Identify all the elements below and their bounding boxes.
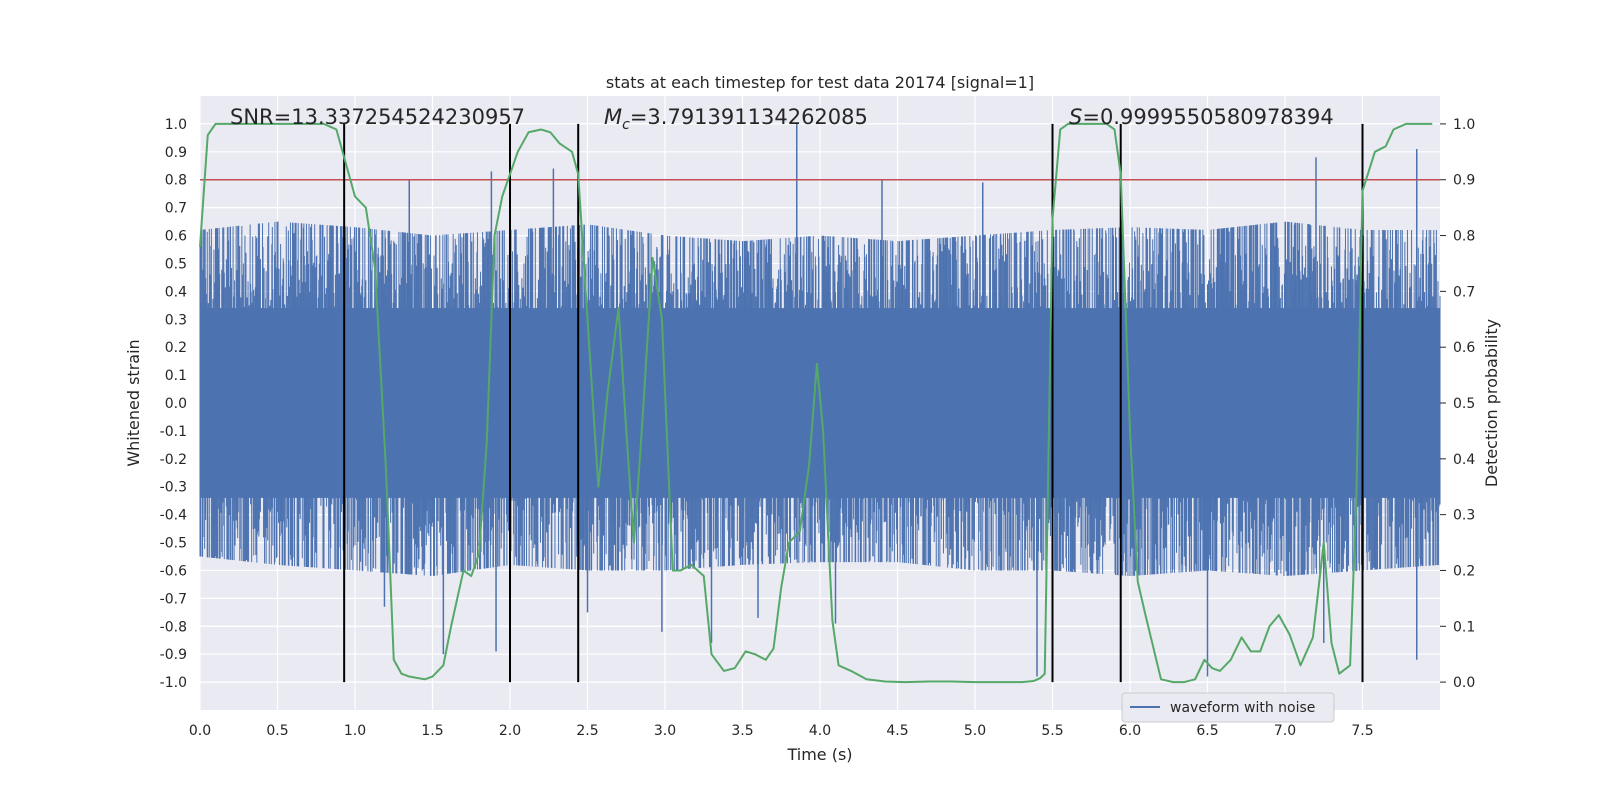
y2-tick-label: 0.3 (1453, 508, 1475, 524)
y2-tick-label: 1.0 (1453, 117, 1475, 133)
y-tick-label: 0.7 (165, 201, 187, 217)
statistic-annotation: S=0.9999550580978394 (1069, 105, 1334, 129)
y2-tick-label: 0.1 (1453, 619, 1475, 635)
x-tick-label: 0.0 (189, 723, 211, 739)
x-tick-label: 4.0 (809, 723, 831, 739)
legend-box (1121, 692, 1335, 723)
snr-annotation: SNR=13.337254524230957 (230, 105, 525, 129)
y-tick-label: -0.1 (160, 424, 187, 440)
probability-line (199, 122, 1433, 684)
x-tick-label: 1.0 (344, 723, 366, 739)
y2-tick-label: 0.5 (1453, 396, 1475, 412)
y-tick-label: -1.0 (160, 675, 187, 691)
y-tick-label: 0.5 (165, 256, 187, 272)
y2-tick-label: 0.0 (1453, 675, 1475, 691)
y2-tick-label: 0.2 (1453, 563, 1475, 579)
chirp-mass-subscript: c (622, 117, 630, 133)
x-tick-label: 2.0 (499, 723, 521, 739)
statistic-value: =0.9999550580978394 (1082, 105, 1333, 129)
y-tick-label: -0.6 (160, 563, 187, 579)
y-tick-label: -0.3 (160, 480, 187, 496)
y-tick-label: -0.7 (160, 591, 187, 607)
x-axis-ticks: 0.0 0.5 1.0 1.5 2.0 2.5 3.0 3.5 4.0 4.5 5.0 5.5 6.0 6… (189, 723, 1374, 739)
x-tick-label: 4.5 (886, 723, 908, 739)
x-tick-label: 1.5 (421, 723, 443, 739)
x-tick-label: 5.0 (964, 723, 986, 739)
legend: waveform with noise (1121, 692, 1335, 723)
y-tick-label: 0.6 (165, 229, 187, 245)
statistic-symbol: S (1069, 105, 1082, 129)
y2-tick-label: 0.4 (1453, 452, 1475, 468)
y-tick-label: 0.2 (165, 340, 187, 356)
x-tick-label: 6.0 (1119, 723, 1141, 739)
y2-tick-label: 0.9 (1453, 173, 1475, 189)
x-tick-label: 6.5 (1196, 723, 1218, 739)
x-tick-label: 0.5 (266, 723, 288, 739)
y-tick-label: -0.9 (160, 647, 187, 663)
x-tick-label: 3.0 (654, 723, 676, 739)
legend-label: waveform with noise (1170, 700, 1315, 716)
x-tick-label: 2.5 (576, 723, 598, 739)
y2-tick-label: 0.6 (1453, 340, 1475, 356)
y-tick-label: -0.4 (160, 508, 187, 524)
chart-title: stats at each timestep for test data 201… (606, 73, 1034, 92)
chirp-mass-value: =3.791391134262085 (630, 105, 868, 129)
y-tick-label: 1.0 (165, 117, 187, 133)
y-axis-label: Whitened strain (124, 339, 143, 466)
y-tick-label: -0.5 (160, 536, 187, 552)
y-tick-label: 0.8 (165, 173, 187, 189)
x-tick-label: 5.5 (1041, 723, 1063, 739)
x-tick-label: 3.5 (731, 723, 753, 739)
left-axis-ticks: 1.0 0.9 0.8 0.7 0.6 0.5 0.4 0.3 0.2 0.1 0.0 -0.1 -0.… (160, 117, 187, 691)
y-tick-label: 0.9 (165, 145, 187, 161)
y-tick-label: -0.2 (160, 452, 187, 468)
y2-tick-label: 0.8 (1453, 229, 1475, 245)
chirp-mass-annotation: Mc=3.791391134262085 (604, 105, 868, 133)
y2-tick-label: 0.7 (1453, 284, 1475, 300)
y2-axis-label: Detection probability (1482, 319, 1501, 487)
x-tick-label: 7.0 (1274, 723, 1296, 739)
y-tick-label: 0.1 (165, 368, 187, 384)
chirp-mass-symbol: M (604, 105, 622, 129)
right-axis-ticks: 1.0 0.9 0.8 0.7 0.6 0.5 0.4 0.3 0.2 0.1 0.0 (1440, 117, 1475, 691)
y-tick-label: 0.3 (165, 312, 187, 328)
x-tick-label: 7.5 (1351, 723, 1373, 739)
x-axis-label: Time (s) (786, 745, 852, 764)
probability-series (199, 122, 1433, 684)
y-tick-label: 0.0 (165, 396, 187, 412)
y-tick-label: -0.8 (160, 619, 187, 635)
y-tick-label: 0.4 (165, 284, 187, 300)
